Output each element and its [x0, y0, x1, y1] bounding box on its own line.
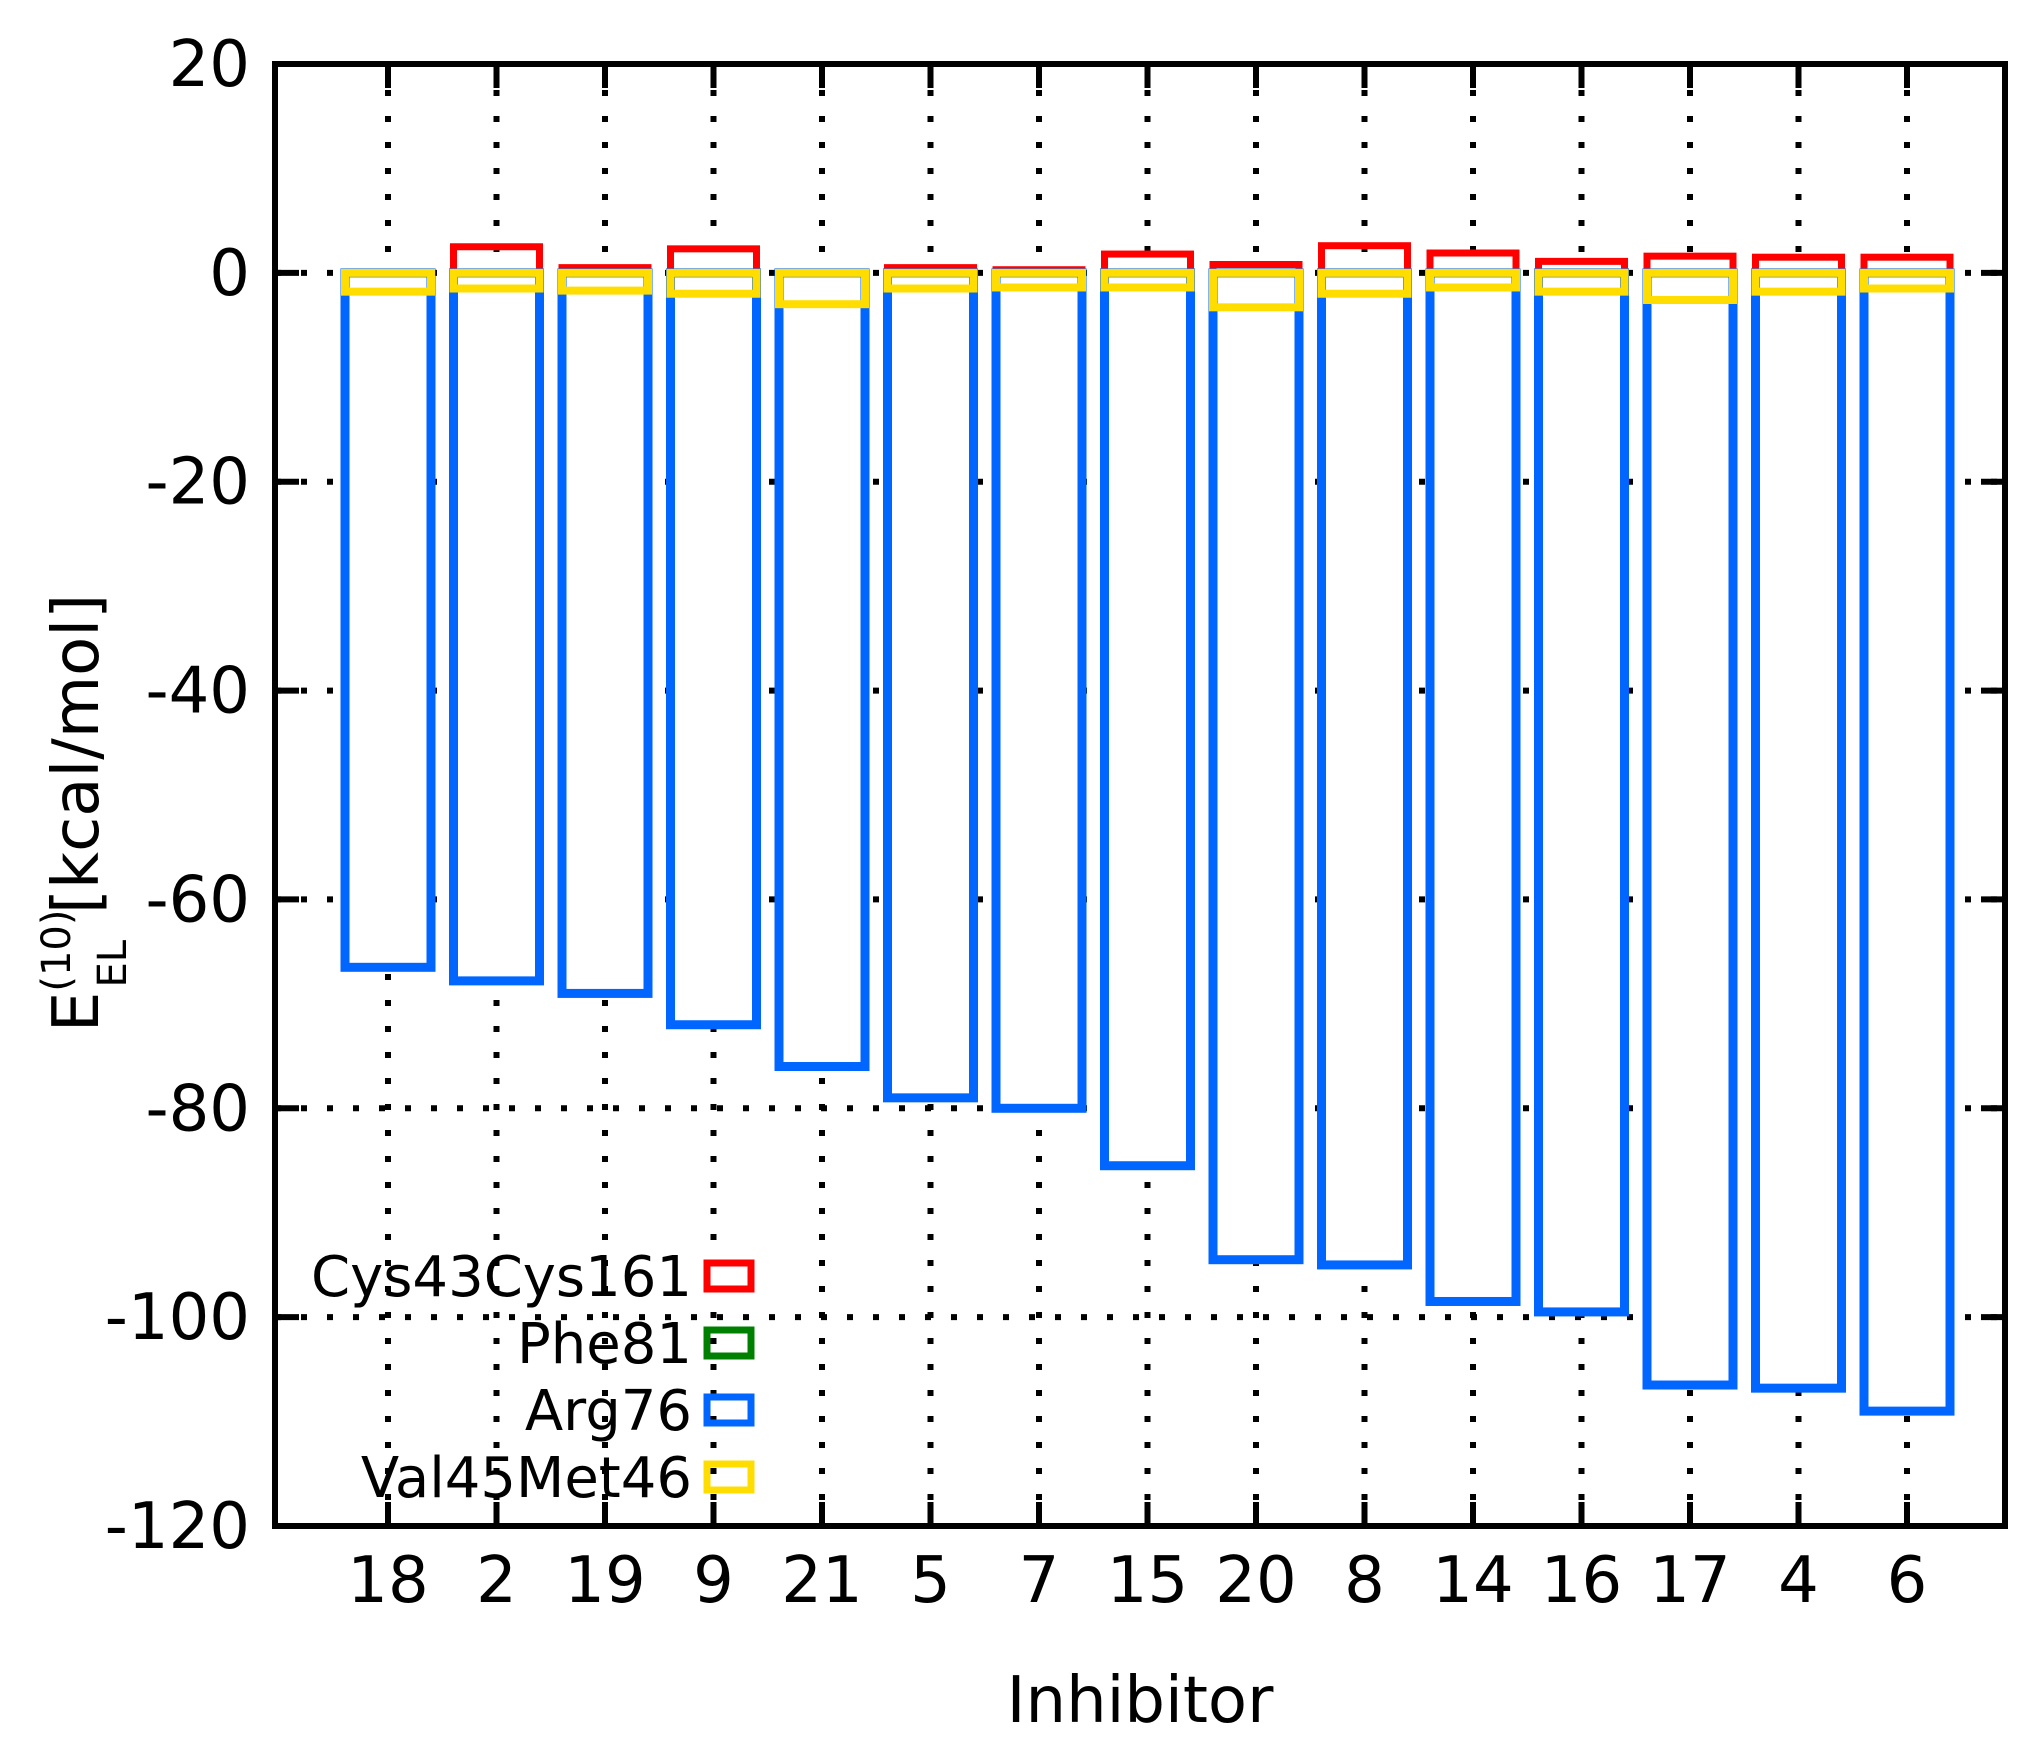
legend-label-arg76: Arg76	[525, 1379, 692, 1444]
y-axis-title-main: E	[40, 992, 114, 1032]
x-tick-label: 14	[1432, 1544, 1513, 1618]
y-axis-title: E(10) EL [kcal/mol]	[34, 594, 136, 1032]
bar-val45met46-5	[883, 268, 978, 293]
x-tick-label: 7	[1019, 1544, 1060, 1618]
bar-arg76-8	[1317, 268, 1412, 1270]
bar-val45met46-9	[666, 268, 761, 298]
y-tick-label: -40	[145, 655, 250, 729]
bar-arg76-14	[1425, 268, 1521, 1306]
bar-val45met46-19	[558, 268, 652, 295]
bar-arg76-6	[1859, 268, 1955, 1416]
bar-arg76-2	[449, 268, 544, 986]
bar-val45met46-8	[1317, 268, 1412, 298]
x-tick-label: 4	[1778, 1544, 1819, 1618]
x-tick-label: 5	[910, 1544, 951, 1618]
x-tick-label: 15	[1107, 1544, 1188, 1618]
svg-text:E(10)EL[kcal/mol]: E(10) EL [kcal/mol]	[34, 594, 136, 1032]
legend-swatch-val45met46	[703, 1460, 755, 1494]
y-axis-title-unit: [kcal/mol]	[40, 594, 114, 914]
y-tick-label: -60	[145, 863, 250, 937]
bar-val45met46-21	[775, 268, 869, 309]
x-tick-label: 8	[1344, 1544, 1385, 1618]
bar-val45met46-16	[1534, 268, 1629, 296]
bar-arg76-17	[1642, 268, 1738, 1390]
bar-arg76-15	[1100, 268, 1195, 1171]
x-tick-label: 19	[564, 1544, 645, 1618]
x-tick-label: 2	[476, 1544, 517, 1618]
bar-val45met46-4	[1751, 268, 1846, 296]
y-tick-label: 20	[169, 28, 250, 102]
y-tick-label: -80	[145, 1072, 250, 1146]
legend-swatch-arg76	[703, 1393, 755, 1427]
bar-arg76-18	[340, 268, 436, 972]
y-tick-label: 0	[209, 237, 250, 311]
x-tick-label: 20	[1215, 1544, 1296, 1618]
bar-arg76-20	[1208, 268, 1304, 1265]
bar-val45met46-18	[341, 268, 435, 296]
plot-frame	[272, 61, 2008, 1529]
bar-val45met46-7	[992, 268, 1086, 292]
bar-arg76-7	[991, 268, 1087, 1113]
y-tick-labels: 20 0 -20 -40 -60 -80 -100 -120	[105, 28, 250, 1564]
bar-arg76-4	[1751, 268, 1846, 1393]
x-axis-title: Inhibitor	[1007, 1664, 1274, 1738]
bar-val45met46-2	[449, 268, 544, 293]
legend-label-cys43cys161: Cys43Cys161	[311, 1245, 692, 1310]
x-tick-label: 9	[693, 1544, 734, 1618]
legend-label-val45met46: Val45Met46	[361, 1446, 692, 1511]
bar-val45met46-15	[1100, 268, 1195, 292]
legend-swatch-cys43cys161	[703, 1259, 755, 1293]
bar-arg76-9	[666, 268, 761, 1030]
bar-arg76-19	[557, 268, 653, 998]
x-tick-labels: 18 2 19 9 21 5 7 15 20 8 14 16 17 4 6	[347, 1544, 1927, 1618]
x-tick-label: 17	[1649, 1544, 1730, 1618]
x-tick-label: 16	[1541, 1544, 1622, 1618]
bar-val45met46-17	[1643, 268, 1737, 305]
y-axis-title-superscript: (10)	[34, 910, 80, 992]
y-tick-label: -120	[105, 1490, 250, 1564]
bar-arg76-21	[774, 268, 870, 1072]
y-tick-label: -20	[145, 446, 250, 520]
y-tick-label: -100	[105, 1281, 250, 1355]
bar-arg76-5	[883, 268, 978, 1103]
bar-val45met46-14	[1426, 268, 1520, 292]
bar-series	[340, 242, 1955, 1416]
x-tick-label: 21	[781, 1544, 862, 1618]
bar-val45met46-20	[1209, 268, 1303, 312]
x-tick-label: 18	[347, 1544, 428, 1618]
legend-swatch-phe81	[703, 1326, 755, 1360]
x-tick-label: 6	[1887, 1544, 1928, 1618]
y-axis-title-subscript: EL	[90, 939, 136, 987]
legend-label-phe81: Phe81	[517, 1312, 692, 1377]
bar-val45met46-6	[1860, 268, 1954, 293]
bar-arg76-16	[1534, 268, 1629, 1317]
